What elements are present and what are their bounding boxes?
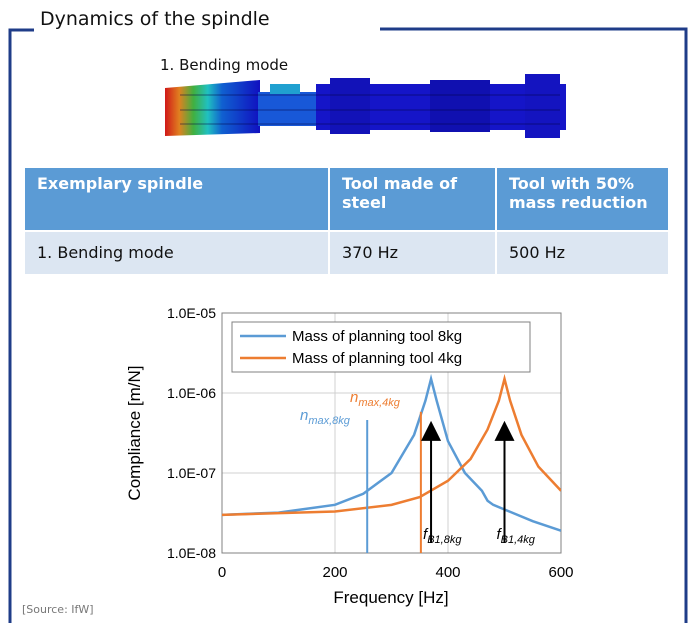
marker-label-main: n bbox=[350, 389, 358, 406]
arrow-label: fB1,8kg bbox=[423, 526, 462, 546]
x-tick-label: 600 bbox=[548, 564, 573, 581]
y-tick-label: 1.0E-07 bbox=[167, 465, 216, 481]
y-axis-label: Compliance [m/N] bbox=[125, 365, 144, 500]
chart: Compliance [m/N] Frequency [Hz] 1.0E-08 1… bbox=[0, 0, 696, 623]
x-tick-label: 0 bbox=[218, 564, 226, 581]
x-tick-label: 400 bbox=[435, 564, 460, 581]
y-tick-label: 1.0E-06 bbox=[167, 385, 216, 401]
marker-label-sub: max,4kg bbox=[358, 397, 400, 409]
marker-label-main: n bbox=[300, 407, 308, 424]
x-axis-label: Frequency [Hz] bbox=[333, 588, 448, 607]
marker-label: nmax,8kg bbox=[300, 407, 351, 427]
marker-label-sub: max,8kg bbox=[308, 415, 350, 427]
legend-label: Mass of planning tool 8kg bbox=[292, 328, 462, 345]
arrow-label: fB1,4kg bbox=[497, 526, 536, 546]
arrow-label-sub: B1,8kg bbox=[427, 534, 462, 546]
y-tick-label: 1.0E-05 bbox=[167, 305, 216, 321]
legend-label: Mass of planning tool 4kg bbox=[292, 350, 462, 367]
marker-label: nmax,4kg bbox=[350, 389, 401, 409]
arrow-label-sub: B1,4kg bbox=[501, 534, 536, 546]
y-tick-label: 1.0E-08 bbox=[167, 545, 216, 561]
page: {"header": {"title": "Dynamics of the sp… bbox=[0, 0, 696, 623]
source: [Source: IfW] bbox=[22, 603, 94, 616]
x-tick-label: 200 bbox=[322, 564, 347, 581]
